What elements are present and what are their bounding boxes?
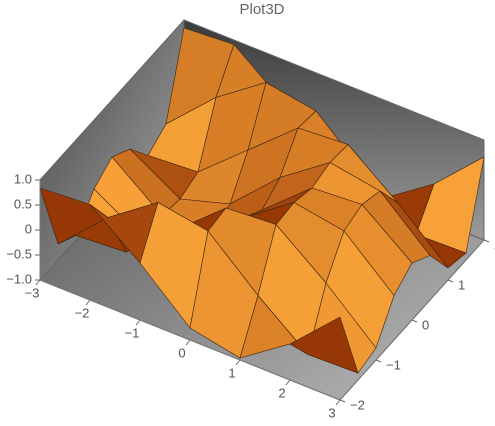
z-tick-label: −0.5 [6, 246, 32, 261]
z-tick-label: 1.0 [14, 171, 32, 186]
x-tick-label: −2 [75, 305, 90, 320]
z-tick-label: −1.0 [6, 271, 32, 286]
y-tick [447, 279, 454, 283]
box-edge [39, 180, 485, 401]
y-tick [483, 239, 490, 243]
z-tick-label: 0 [25, 221, 32, 236]
x-tick [35, 279, 41, 286]
x-tick-label: −3 [25, 285, 40, 300]
x-tick [185, 339, 191, 346]
y-tick [375, 359, 382, 363]
y-tick-label: 1 [458, 277, 465, 292]
y-tick-label: −2 [350, 397, 365, 412]
x-tick [135, 319, 141, 326]
chart-title: Plot3D [239, 1, 284, 18]
x-tick-label: 0 [178, 345, 185, 360]
x-tick [235, 359, 241, 366]
y-tick-label: −1 [386, 357, 401, 372]
x-tick-label: 1 [228, 365, 235, 380]
surface-patch [289, 316, 359, 374]
x-tick-label: −1 [125, 325, 140, 340]
y-tick [339, 399, 346, 403]
y-tick-label: 0 [422, 317, 429, 332]
z-tick-label: 0.5 [14, 196, 32, 211]
x-tick [335, 399, 341, 406]
x-tick [285, 379, 291, 386]
x-tick-label: 2 [278, 385, 285, 400]
x-tick [85, 299, 91, 306]
x-tick-label: 3 [328, 405, 335, 420]
y-tick [411, 319, 418, 323]
